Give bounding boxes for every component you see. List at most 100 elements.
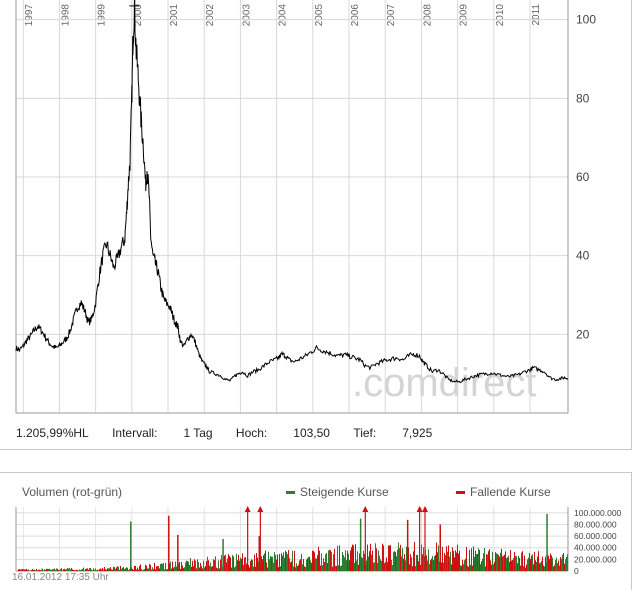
- volume-bar: [80, 570, 81, 571]
- volume-bar: [134, 566, 135, 571]
- volume-bar: [96, 570, 97, 571]
- volume-bar: [505, 551, 506, 571]
- y-tick-label-80: 80: [576, 91, 590, 105]
- volume-bar: [35, 570, 36, 571]
- x-tick-label-2004: 2004: [278, 4, 289, 27]
- volume-bar: [457, 545, 458, 571]
- volume-bar: [119, 570, 120, 571]
- volume-bar: [431, 559, 432, 571]
- volume-bar: [166, 569, 167, 571]
- volume-bar: [294, 551, 295, 571]
- volume-bar: [109, 568, 110, 571]
- volume-bar: [320, 566, 321, 571]
- volume-bar: [565, 559, 566, 571]
- volume-bar: [187, 561, 188, 571]
- volume-bar: [115, 569, 116, 571]
- y-tick-label-20: 20: [576, 327, 590, 341]
- volume-bar: [527, 559, 528, 571]
- volume-bar: [33, 570, 34, 571]
- volume-bar: [193, 566, 194, 571]
- volume-bar: [84, 570, 85, 571]
- volume-bar: [545, 557, 546, 571]
- volume-bar: [40, 570, 41, 571]
- volume-bar: [560, 557, 561, 571]
- volume-bar: [160, 564, 161, 571]
- volume-bar: [276, 560, 277, 571]
- volume-bar: [410, 554, 411, 571]
- volume-bar: [367, 545, 368, 571]
- volume-bar: [71, 568, 72, 571]
- volume-bar: [480, 564, 481, 571]
- volume-bar: [228, 554, 229, 571]
- volume-bar: [342, 552, 343, 571]
- x-tick-label-2010: 2010: [495, 4, 506, 27]
- volume-bar: [238, 555, 239, 571]
- volume-bar: [140, 564, 141, 571]
- volume-bar: [393, 552, 394, 571]
- volume-bar: [56, 568, 57, 571]
- volume-bar: [509, 562, 510, 571]
- volume-bar: [372, 551, 373, 571]
- volume-bar: [555, 560, 556, 571]
- volume-bar: [300, 559, 301, 571]
- volume-bar: [274, 552, 275, 571]
- volume-bar: [123, 567, 124, 571]
- volume-bar: [481, 561, 482, 571]
- volume-bar: [428, 549, 429, 571]
- volume-bar: [148, 568, 149, 571]
- volume-bar: [461, 566, 462, 571]
- volume-bar: [78, 570, 79, 571]
- volume-bar: [448, 545, 449, 571]
- volume-bar: [174, 567, 175, 571]
- volume-spike: [130, 522, 132, 571]
- volume-bar: [443, 563, 444, 571]
- volume-bar: [142, 570, 143, 571]
- volume-bar: [279, 554, 280, 571]
- volume-bar: [441, 562, 442, 571]
- volume-bar: [97, 570, 98, 571]
- volume-bar: [73, 570, 74, 571]
- volume-bar: [507, 557, 508, 571]
- volume-bar: [241, 559, 242, 571]
- volume-bar: [375, 543, 376, 571]
- volume-bar: [462, 560, 463, 571]
- volume-bar: [202, 568, 203, 571]
- volume-bar: [245, 557, 246, 571]
- volume-bar: [432, 556, 433, 571]
- volume-bar: [312, 551, 313, 571]
- volume-bar: [286, 552, 287, 571]
- volume-bar: [281, 553, 282, 571]
- volume-bar: [374, 562, 375, 571]
- volume-bar: [390, 545, 391, 571]
- overflow-arrow-icon: [362, 506, 368, 512]
- volume-bar: [511, 561, 512, 571]
- volume-bar: [69, 568, 70, 571]
- volume-bar: [120, 566, 121, 571]
- volume-bar: [167, 569, 168, 571]
- volume-bar: [417, 555, 418, 571]
- volume-bar: [239, 561, 240, 571]
- volume-bar: [271, 557, 272, 571]
- volume-bar: [552, 558, 553, 571]
- volume-bar: [226, 562, 227, 571]
- volume-bar: [234, 567, 235, 571]
- volume-bar: [91, 570, 92, 571]
- volume-bar: [285, 551, 286, 571]
- volume-spike: [360, 519, 362, 571]
- volume-bar: [64, 569, 65, 571]
- volume-bar: [422, 554, 423, 571]
- volume-bar: [380, 559, 381, 571]
- volume-bar: [383, 545, 384, 571]
- volume-bar: [522, 551, 523, 571]
- volume-spike: [168, 516, 170, 571]
- volume-bar: [211, 567, 212, 571]
- volume-bar: [339, 545, 340, 571]
- volume-bar: [157, 566, 158, 571]
- volume-bar: [526, 565, 527, 571]
- volume-bar: [351, 547, 352, 571]
- volume-bar: [551, 555, 552, 571]
- overflow-arrow-icon: [245, 506, 251, 512]
- volume-bar: [396, 556, 397, 571]
- volume-bar: [464, 560, 465, 571]
- volume-bar: [101, 569, 102, 571]
